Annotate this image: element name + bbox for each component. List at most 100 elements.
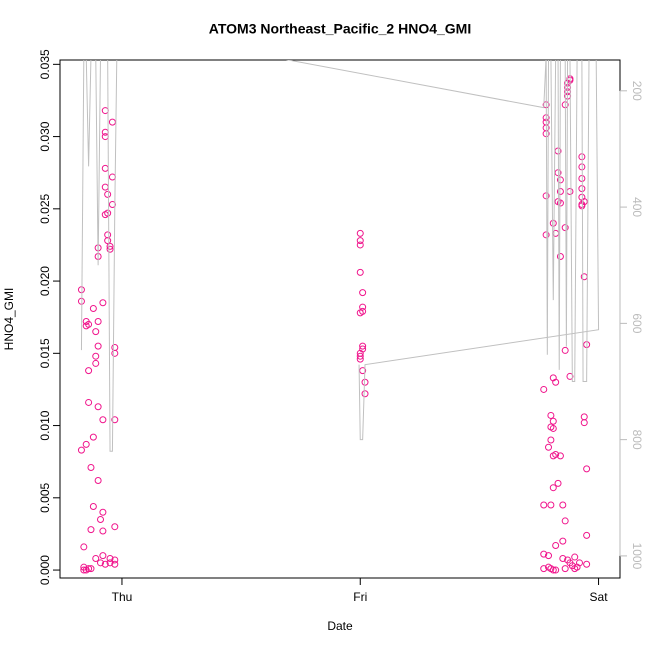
point	[80, 566, 88, 574]
point	[94, 318, 102, 326]
point	[566, 372, 574, 380]
point	[566, 187, 574, 195]
point	[540, 565, 548, 573]
point	[94, 476, 102, 484]
point	[549, 219, 557, 227]
point	[549, 484, 557, 492]
y-tick-label: 0.000	[38, 555, 52, 585]
point	[545, 443, 553, 451]
point	[97, 515, 105, 523]
point	[94, 342, 102, 350]
point	[547, 501, 555, 509]
point	[561, 517, 569, 525]
point	[552, 566, 560, 574]
point	[540, 501, 548, 509]
point	[356, 352, 364, 360]
point	[564, 556, 572, 564]
point	[99, 552, 107, 560]
y-tick-label: 0.030	[38, 121, 52, 151]
point	[356, 355, 364, 363]
point	[359, 342, 367, 350]
y2-tick-label: 1000	[630, 543, 644, 570]
point	[540, 550, 548, 558]
point	[580, 198, 588, 206]
x-tick-label: Thu	[112, 590, 133, 604]
point	[92, 554, 100, 562]
point	[104, 231, 112, 239]
point	[359, 303, 367, 311]
point	[561, 565, 569, 573]
x-tick-label: Sat	[590, 590, 609, 604]
point	[356, 241, 364, 249]
point	[356, 268, 364, 276]
point	[568, 562, 576, 570]
point	[82, 566, 90, 574]
point	[542, 231, 550, 239]
point	[92, 359, 100, 367]
point	[99, 527, 107, 535]
point	[549, 424, 557, 432]
point	[545, 552, 553, 560]
point	[106, 245, 114, 253]
point	[359, 289, 367, 297]
point	[583, 531, 591, 539]
point	[101, 164, 109, 172]
point	[89, 433, 97, 441]
point	[359, 345, 367, 353]
point	[80, 543, 88, 551]
pressure-line	[80, 60, 600, 452]
point	[552, 541, 560, 549]
point	[552, 378, 560, 386]
y2-tick-label: 600	[630, 313, 644, 333]
y2-tick-label: 200	[630, 81, 644, 101]
x-tick-label: Fri	[353, 590, 367, 604]
y-axis-label: HNO4_GMI	[2, 288, 16, 351]
point	[85, 367, 93, 375]
point	[89, 502, 97, 510]
point	[111, 416, 119, 424]
point	[580, 419, 588, 427]
y-tick-label: 0.035	[38, 49, 52, 79]
point	[99, 416, 107, 424]
point	[111, 523, 119, 531]
point	[89, 305, 97, 313]
point	[82, 440, 90, 448]
point	[559, 554, 567, 562]
point	[87, 463, 95, 471]
point	[99, 508, 107, 516]
point	[111, 560, 119, 568]
point	[571, 553, 579, 561]
chart-title: ATOM3 Northeast_Pacific_2 HNO4_GMI	[209, 21, 471, 37]
point	[540, 385, 548, 393]
point	[87, 565, 95, 573]
point	[559, 537, 567, 545]
point	[561, 224, 569, 232]
point	[542, 192, 550, 200]
point	[111, 556, 119, 564]
x-axis-label: Date	[327, 619, 353, 633]
point	[85, 398, 93, 406]
point	[97, 559, 105, 567]
point	[575, 559, 583, 567]
point	[104, 237, 112, 245]
point	[101, 560, 109, 568]
point	[547, 436, 555, 444]
point	[556, 253, 564, 261]
point	[556, 199, 564, 207]
point	[108, 118, 116, 126]
y-tick-label: 0.010	[38, 410, 52, 440]
point	[547, 411, 555, 419]
point	[77, 446, 85, 454]
y-tick-label: 0.025	[38, 193, 52, 223]
y-tick-label: 0.015	[38, 338, 52, 368]
point	[111, 344, 119, 352]
point	[92, 352, 100, 360]
y2-tick-label: 800	[630, 430, 644, 450]
point	[108, 200, 116, 208]
plot-box	[59, 59, 621, 579]
point	[583, 465, 591, 473]
point	[559, 501, 567, 509]
point	[583, 560, 591, 568]
point	[356, 237, 364, 245]
point	[85, 320, 93, 328]
